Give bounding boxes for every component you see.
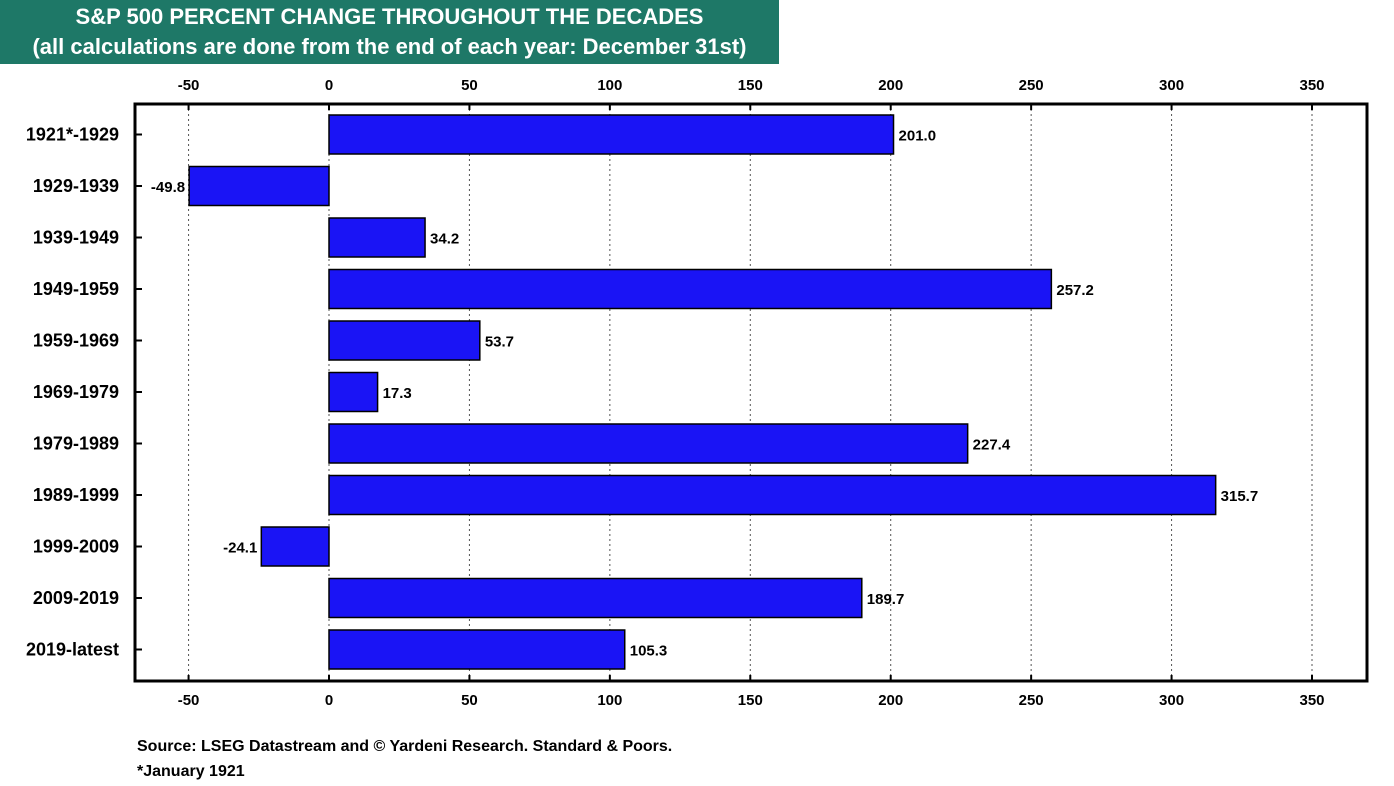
top-tick-label: 100 [597,77,622,94]
data-label: 105.3 [630,643,668,660]
top-tick-label: 0 [325,77,333,94]
chart-title: S&P 500 PERCENT CHANGE THROUGHOUT THE DE… [75,4,704,29]
chart-title-banner: S&P 500 PERCENT CHANGE THROUGHOUT THE DE… [0,0,779,64]
data-label: 257.2 [1056,282,1094,299]
category-label: 1939-1949 [33,228,119,248]
chart-subtitle: (all calculations are done from the end … [32,34,747,59]
category-label: 1949-1959 [33,279,119,299]
bar [328,371,379,413]
bar [328,114,895,155]
category-labels: 1921*-1929 1929-1939 1939-1949 1949-1959 195… [26,125,119,660]
bottom-tick-label: 300 [1159,692,1184,709]
bottom-tick-label: 200 [878,692,903,709]
bottom-tick-label: 100 [597,692,622,709]
data-label: -24.1 [223,540,257,557]
category-label: 1999-2009 [33,537,119,557]
bottom-tick-label: 150 [738,692,763,709]
top-tick-label: -50 [178,77,200,94]
bar [328,474,1217,516]
bottom-tick-label: 50 [461,692,478,709]
top-tick-label: 300 [1159,77,1184,94]
category-label: 1989-1999 [33,485,119,505]
category-label: 1929-1939 [33,176,119,196]
bar [328,320,481,361]
bars [188,114,1217,670]
bar [260,526,330,567]
category-label: 2019-latest [26,640,119,660]
data-label: 53.7 [485,334,514,351]
tick-marks [135,103,1313,682]
data-label: 34.2 [430,231,459,248]
top-tick-label: 150 [738,77,763,94]
category-label: 2009-2019 [33,588,119,608]
top-axis-labels: -50 0 50 100 150 200 250 300 350 [178,77,1325,94]
footnote: *January 1921 [137,763,245,780]
value-labels: 201.0 -49.8 34.2 257.2 53.7 17.3 227.4 315.7 -24… [151,128,1258,660]
data-label: 227.4 [973,437,1011,454]
top-tick-label: 250 [1019,77,1044,94]
data-label: 315.7 [1221,488,1259,505]
bar [328,577,863,619]
data-label: -49.8 [151,179,185,196]
bottom-tick-label: -50 [178,692,200,709]
bottom-tick-label: 0 [325,692,333,709]
bar [328,268,1053,310]
bottom-tick-label: 250 [1019,692,1044,709]
source-note: Source: LSEG Datastream and © Yardeni Re… [137,738,673,755]
bar [328,629,626,670]
data-label: 17.3 [383,385,412,402]
category-label: 1921*-1929 [26,125,119,145]
data-label: 201.0 [899,128,937,145]
top-tick-label: 50 [461,77,478,94]
bar [328,423,969,464]
data-label: 189.7 [867,591,905,608]
bottom-tick-label: 350 [1299,692,1324,709]
top-tick-label: 200 [878,77,903,94]
category-label: 1969-1979 [33,382,119,402]
bottom-axis-labels: -50 0 50 100 150 200 250 300 350 [178,692,1325,709]
bar [188,165,330,207]
category-label: 1959-1969 [33,331,119,351]
bar [328,217,426,258]
category-label: 1979-1989 [33,434,119,454]
top-tick-label: 350 [1299,77,1324,94]
